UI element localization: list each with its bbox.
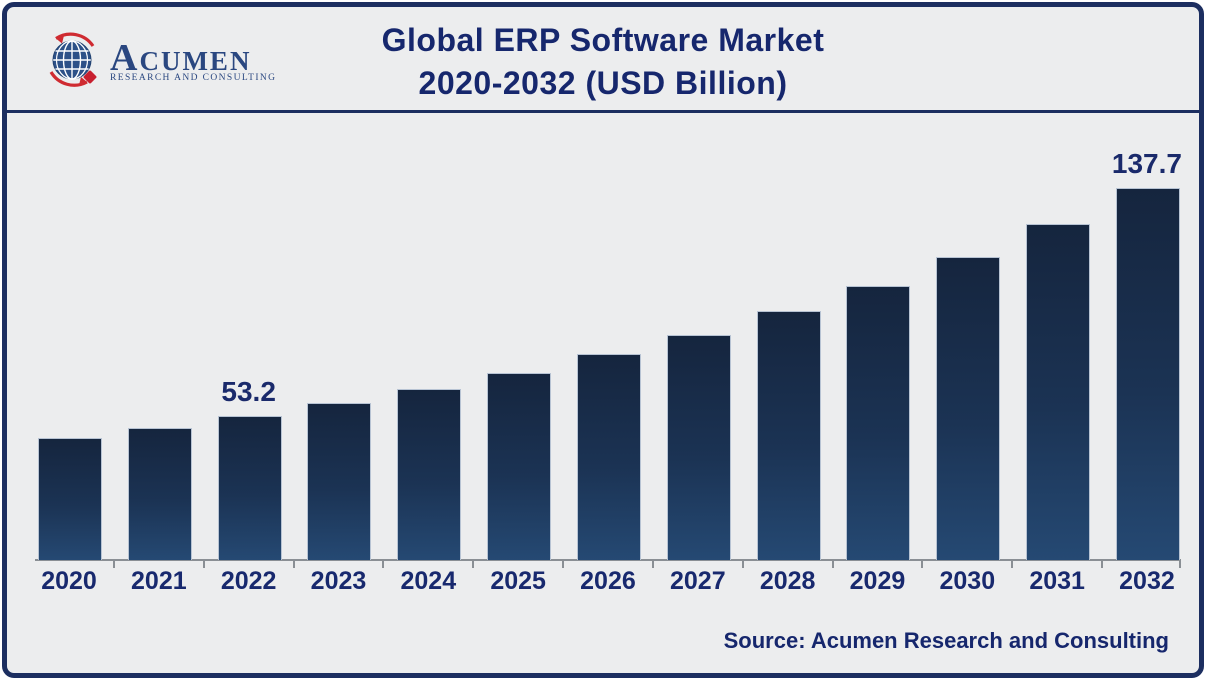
x-axis-label-2027: 2027	[669, 567, 726, 595]
x-axis-line	[35, 559, 1181, 561]
globe-icon	[43, 29, 105, 96]
chart-title-line1: Global ERP Software Market	[381, 22, 825, 58]
x-axis-tick	[382, 561, 385, 568]
acumen-logo: ACUMEN RESEARCH AND CONSULTING	[43, 29, 276, 96]
x-axis-end-tick	[1179, 561, 1181, 568]
bar-2023	[307, 403, 372, 560]
bar-2026	[576, 354, 641, 560]
bar-2031	[1026, 224, 1091, 560]
x-axis-label-2029: 2029	[849, 567, 906, 595]
x-axis-tick	[472, 561, 475, 568]
bar-2030	[936, 257, 1001, 560]
bar-2025	[487, 373, 552, 560]
x-axis-tick	[831, 561, 834, 568]
logo-wordmark: ACUMEN	[110, 36, 252, 79]
header-divider	[7, 110, 1199, 113]
value-label-2032: 137.7	[1111, 148, 1182, 179]
x-axis-tick	[292, 561, 295, 568]
bar-chart-plot-area: 2020 2021 2022 53.2 2023 2024 2025 2026 2027 2028…	[7, 7, 1199, 673]
x-axis-label-2030: 2030	[939, 567, 996, 595]
bar-2028	[756, 311, 821, 560]
chart-title-line2: 2020-2032 (USD Billion)	[418, 65, 788, 101]
x-axis-label-2028: 2028	[759, 567, 816, 595]
bar-2020	[38, 438, 102, 560]
x-axis-label-2023: 2023	[310, 567, 367, 595]
x-axis-tick	[741, 561, 744, 568]
x-axis-label-2025: 2025	[490, 567, 546, 595]
x-axis-label-2032: 2032	[1119, 567, 1175, 595]
x-axis-tick	[651, 561, 654, 568]
bar-2032	[1115, 188, 1180, 560]
x-axis-tick	[921, 561, 924, 568]
x-axis-tick	[202, 561, 205, 568]
x-axis-tick	[1101, 561, 1104, 568]
x-axis-label-2026: 2026	[580, 567, 636, 595]
x-axis-label-2021: 2021	[131, 567, 187, 595]
bar-2029	[846, 286, 911, 560]
bar-2022	[217, 416, 282, 560]
source-note: Source: Acumen Research and Consulting	[723, 628, 1169, 653]
value-label-2022: 53.2	[221, 376, 276, 407]
x-axis-label-2024: 2024	[400, 567, 457, 595]
bar-2021	[127, 428, 192, 560]
x-axis-tick	[1011, 561, 1014, 568]
x-axis-label-2020: 2020	[41, 567, 97, 595]
x-axis-label-2031: 2031	[1029, 567, 1085, 595]
bar-2027	[666, 335, 731, 560]
x-axis-tick	[562, 561, 565, 568]
chart-title: Global ERP Software Market 2020-2032 (US…	[7, 19, 1199, 105]
bar-2024	[397, 389, 462, 560]
logo-tagline: RESEARCH AND CONSULTING	[110, 72, 277, 83]
logo-text-block: ACUMEN RESEARCH AND CONSULTING	[110, 43, 276, 83]
x-axis-tick	[112, 561, 115, 568]
x-axis-label-2022: 2022	[220, 567, 277, 595]
